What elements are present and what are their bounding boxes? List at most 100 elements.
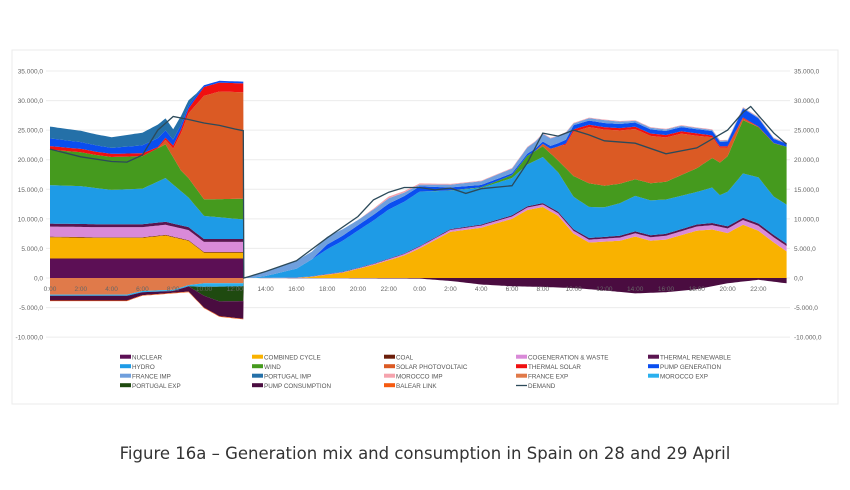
y-axis-labels: 35.000,0 35.000,0 30.000,0 30.000,0 25.000,0… bbox=[16, 69, 822, 342]
legend-swatch bbox=[120, 364, 131, 369]
x-tick-label: 2:00 bbox=[444, 286, 457, 293]
x-tick-label: 10:00 bbox=[196, 286, 213, 293]
legend-item-thermal-renewable: THERMAL RENEWABLE bbox=[648, 354, 731, 361]
legend-label: WIND bbox=[264, 364, 281, 371]
x-tick-label: 8:00 bbox=[536, 286, 549, 293]
area-pump-consumption bbox=[50, 278, 787, 319]
x-tick-label: 20:00 bbox=[719, 286, 736, 293]
legend-swatch bbox=[120, 354, 131, 359]
y-tick-label-right: 30.000,0 bbox=[794, 98, 820, 105]
x-tick-label: 16:00 bbox=[658, 286, 675, 293]
x-tick-label: 16:00 bbox=[288, 286, 305, 293]
legend-label: COMBINED CYCLE bbox=[264, 354, 321, 361]
area-cogeneration-waste bbox=[50, 204, 787, 278]
legend-item-france-exp: FRANCE EXP bbox=[516, 373, 568, 380]
legend-swatch bbox=[120, 373, 131, 378]
legend-label: NUCLEAR bbox=[132, 354, 163, 361]
y-tick-label-right: -10.000,0 bbox=[794, 335, 822, 342]
legend-item-morocco-imp: MOROCCO IMP bbox=[384, 373, 443, 380]
y-tick-label-left: -10.000,0 bbox=[16, 335, 44, 342]
x-tick-label: 0:00 bbox=[44, 286, 57, 293]
legend-label: THERMAL SOLAR bbox=[528, 364, 581, 371]
legend-label: PUMP CONSUMPTION bbox=[264, 383, 332, 390]
y-tick-label-left: 0,0 bbox=[34, 276, 43, 283]
x-tick-label: 0:00 bbox=[413, 286, 426, 293]
legend-swatch bbox=[516, 373, 527, 378]
legend-item-thermal-solar: THERMAL SOLAR bbox=[516, 364, 581, 371]
legend-item-france-imp: FRANCE IMP bbox=[120, 373, 171, 380]
legend-label: PORTUGAL EXP bbox=[132, 383, 181, 390]
legend-label: FRANCE EXP bbox=[528, 373, 568, 380]
legend-item-morocco-exp: MOROCCO EXP bbox=[648, 373, 708, 380]
legend-item-nuclear: NUCLEAR bbox=[120, 354, 163, 361]
legend-swatch bbox=[252, 354, 263, 359]
legend-swatch bbox=[384, 373, 395, 378]
area-portugal-exp bbox=[50, 278, 787, 302]
y-tick-label-right: 15.000,0 bbox=[794, 187, 820, 194]
legend-swatch bbox=[384, 364, 395, 369]
demand-line-layer bbox=[49, 105, 788, 279]
y-tick-label-left: 25.000,0 bbox=[18, 128, 44, 135]
legend-swatch bbox=[648, 354, 659, 359]
legend-item-coal: COAL bbox=[384, 354, 414, 361]
legend-label: PORTUGAL IMP bbox=[264, 373, 311, 380]
legend-swatch bbox=[516, 354, 527, 359]
y-tick-label-right: 10.000,0 bbox=[794, 216, 820, 223]
legend-swatch bbox=[384, 354, 395, 359]
area-combined-cycle bbox=[50, 207, 787, 278]
y-tick-label-left: 5.000,0 bbox=[21, 246, 43, 253]
x-tick-label: 6:00 bbox=[506, 286, 519, 293]
legend-item-demand: DEMAND bbox=[516, 383, 556, 390]
legend-swatch bbox=[648, 364, 659, 369]
x-tick-label: 10:00 bbox=[565, 286, 582, 293]
legend-label: PUMP GENERATION bbox=[660, 364, 721, 371]
y-tick-label-right: 35.000,0 bbox=[794, 69, 820, 76]
area-solar-photovoltaic bbox=[50, 91, 787, 278]
legend-swatch bbox=[120, 383, 131, 388]
x-tick-label: 22:00 bbox=[750, 286, 767, 293]
legend-item-wind: WIND bbox=[252, 364, 281, 371]
x-tick-label: 18:00 bbox=[689, 286, 706, 293]
x-tick-label: 8:00 bbox=[167, 286, 180, 293]
legend-label: SOLAR PHOTOVOLTAIC bbox=[396, 364, 468, 371]
legend-swatch bbox=[648, 373, 659, 378]
legend-label: COAL bbox=[396, 354, 414, 361]
legend: NUCLEAR COMBINED CYCLE COAL COGENERATION & … bbox=[120, 354, 731, 390]
y-tick-label-right: 25.000,0 bbox=[794, 128, 820, 135]
legend-item-pump-consumption: PUMP CONSUMPTION bbox=[252, 383, 332, 390]
area-nuclear bbox=[50, 258, 787, 278]
y-tick-label-left: 10.000,0 bbox=[18, 216, 44, 223]
y-tick-label-right: -5.000,0 bbox=[794, 305, 818, 312]
figure-caption: Figure 16a – Generation mix and consumpt… bbox=[119, 444, 731, 463]
x-axis-labels: 0:00 2:00 4:00 6:00 8:00 10:00 12:00 14:00 16:00… bbox=[44, 286, 767, 293]
legend-label: BALEAR LINK bbox=[396, 383, 437, 390]
legend-item-balear-link: BALEAR LINK bbox=[384, 383, 437, 390]
legend-item-portugal-exp: PORTUGAL EXP bbox=[120, 383, 181, 390]
x-tick-label: 4:00 bbox=[475, 286, 488, 293]
y-tick-label-right: 20.000,0 bbox=[794, 157, 820, 164]
legend-item-combined-cycle: COMBINED CYCLE bbox=[252, 354, 321, 361]
x-tick-label: 6:00 bbox=[136, 286, 149, 293]
y-tick-label-left: 30.000,0 bbox=[18, 98, 44, 105]
x-tick-label: 14:00 bbox=[257, 286, 274, 293]
legend-label: HYDRO bbox=[132, 364, 155, 371]
y-tick-label-left: 20.000,0 bbox=[18, 157, 44, 164]
area-hydro bbox=[50, 157, 787, 278]
legend-swatch bbox=[252, 383, 263, 388]
legend-swatch bbox=[252, 373, 263, 378]
x-tick-label: 14:00 bbox=[627, 286, 644, 293]
y-tick-label-right: 0,0 bbox=[794, 276, 803, 283]
x-tick-label: 2:00 bbox=[74, 286, 87, 293]
legend-swatch bbox=[516, 364, 527, 369]
x-tick-label: 20:00 bbox=[350, 286, 367, 293]
area-wind bbox=[50, 120, 787, 278]
area-france-exp bbox=[50, 278, 787, 295]
legend-item-hydro: HYDRO bbox=[120, 364, 155, 371]
legend-item-cogeneration-waste: COGENERATION & WASTE bbox=[516, 354, 608, 361]
x-tick-label: 18:00 bbox=[319, 286, 336, 293]
x-tick-label: 12:00 bbox=[596, 286, 613, 293]
stacked-areas bbox=[50, 80, 787, 320]
legend-swatch bbox=[384, 383, 395, 388]
legend-label: FRANCE IMP bbox=[132, 373, 171, 380]
